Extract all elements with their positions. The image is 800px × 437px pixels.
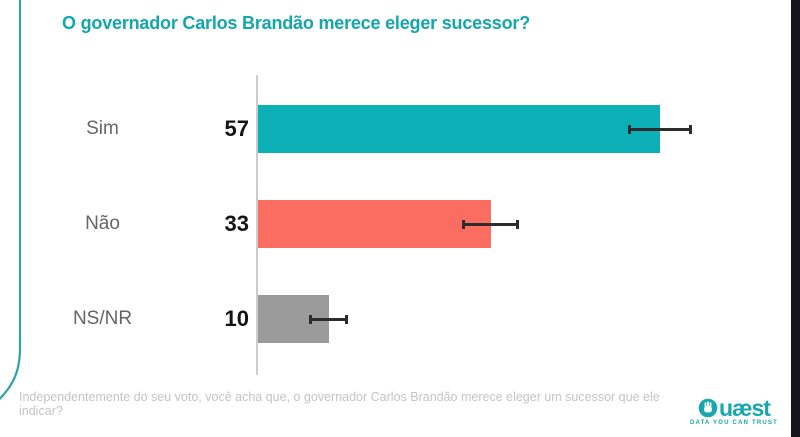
quaest-logo: uæst DATA YOU CAN TRUST — [689, 395, 778, 427]
quaest-brand-text: uæst — [719, 395, 771, 421]
quaest-hand-icon — [698, 398, 718, 418]
chart-row: Não 33 — [20, 200, 780, 248]
error-bar — [308, 315, 349, 324]
error-bar-cap-right — [515, 220, 519, 229]
category-label: Não — [85, 213, 120, 234]
category-label: NS/NR — [72, 308, 133, 329]
axis-baseline — [256, 75, 258, 375]
value-label: 10 — [224, 306, 249, 331]
bar — [258, 105, 660, 153]
error-bar-line — [462, 223, 519, 226]
bar — [258, 200, 491, 248]
error-bar — [628, 125, 692, 134]
screen-edge-bar — [791, 0, 800, 437]
value-label: 57 — [224, 116, 249, 141]
chart-row: NS/NR 10 — [20, 295, 780, 343]
error-bar-cap-left — [308, 315, 312, 324]
error-bar-cap-left — [462, 220, 466, 229]
chart-title: O governador Carlos Brandão merece elege… — [62, 13, 530, 33]
bar-chart: Sim 57 Não 33 NS/NR 10 — [20, 75, 780, 375]
value-label: 33 — [224, 211, 249, 236]
quaest-tagline: DATA YOU CAN TRUST — [689, 420, 778, 426]
error-bar-cap-right — [345, 315, 349, 324]
quaest-wordmark: uæst — [690, 395, 778, 421]
chart-row: Sim 57 — [20, 105, 780, 153]
error-bar — [462, 220, 519, 229]
error-bar-line — [308, 318, 349, 321]
error-bar-cap-right — [688, 125, 692, 134]
survey-question-footnote: Independentemente do seu voto, você acha… — [19, 390, 660, 418]
category-label: Sim — [86, 118, 119, 139]
error-bar-line — [628, 128, 692, 131]
error-bar-cap-left — [628, 125, 632, 134]
